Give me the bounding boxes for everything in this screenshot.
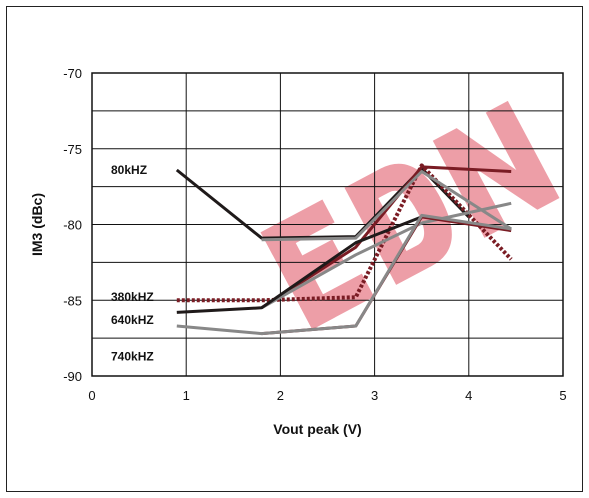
x-tick-label: 0	[88, 388, 95, 403]
watermark-stroke	[279, 239, 344, 289]
y-tick-label: -85	[63, 293, 82, 308]
series-line-4	[261, 170, 513, 242]
series-line-2	[260, 165, 512, 310]
y-axis-label: IM3 (dBc)	[29, 193, 45, 256]
labels-group: -70 -75 -80 -85 -90 0 1 2 3 4 5 Vout peak (V) IM3 (d…	[29, 66, 567, 437]
plot-border	[91, 72, 564, 377]
series-line-8	[176, 213, 512, 336]
x-tick-label: 5	[559, 388, 566, 403]
watermark-stroke	[300, 273, 375, 330]
y-tick-label: -75	[63, 142, 82, 157]
x-tick-label: 2	[277, 388, 284, 403]
x-tick-label: 3	[371, 388, 378, 403]
series-name-label: 640kHZ	[111, 313, 154, 327]
series-group	[175, 163, 513, 336]
x-axis-label: Vout peak (V)	[273, 421, 361, 437]
series-line-5	[260, 201, 512, 310]
y-tick-label: -90	[63, 369, 82, 384]
watermark-stroke	[344, 163, 452, 285]
watermark-logo	[260, 100, 560, 330]
series-line-6	[176, 215, 423, 314]
x-tick-label: 1	[183, 388, 190, 403]
series-name-label: 380kHZ	[111, 290, 154, 304]
axes	[91, 72, 564, 377]
series-line-3	[176, 163, 513, 303]
x-tick-label: 4	[465, 388, 472, 403]
series-name-label: 80kHZ	[111, 163, 147, 177]
y-tick-label: -70	[63, 66, 82, 81]
series-name-label: 740kHZ	[111, 349, 154, 363]
y-tick-label: -80	[63, 218, 82, 233]
